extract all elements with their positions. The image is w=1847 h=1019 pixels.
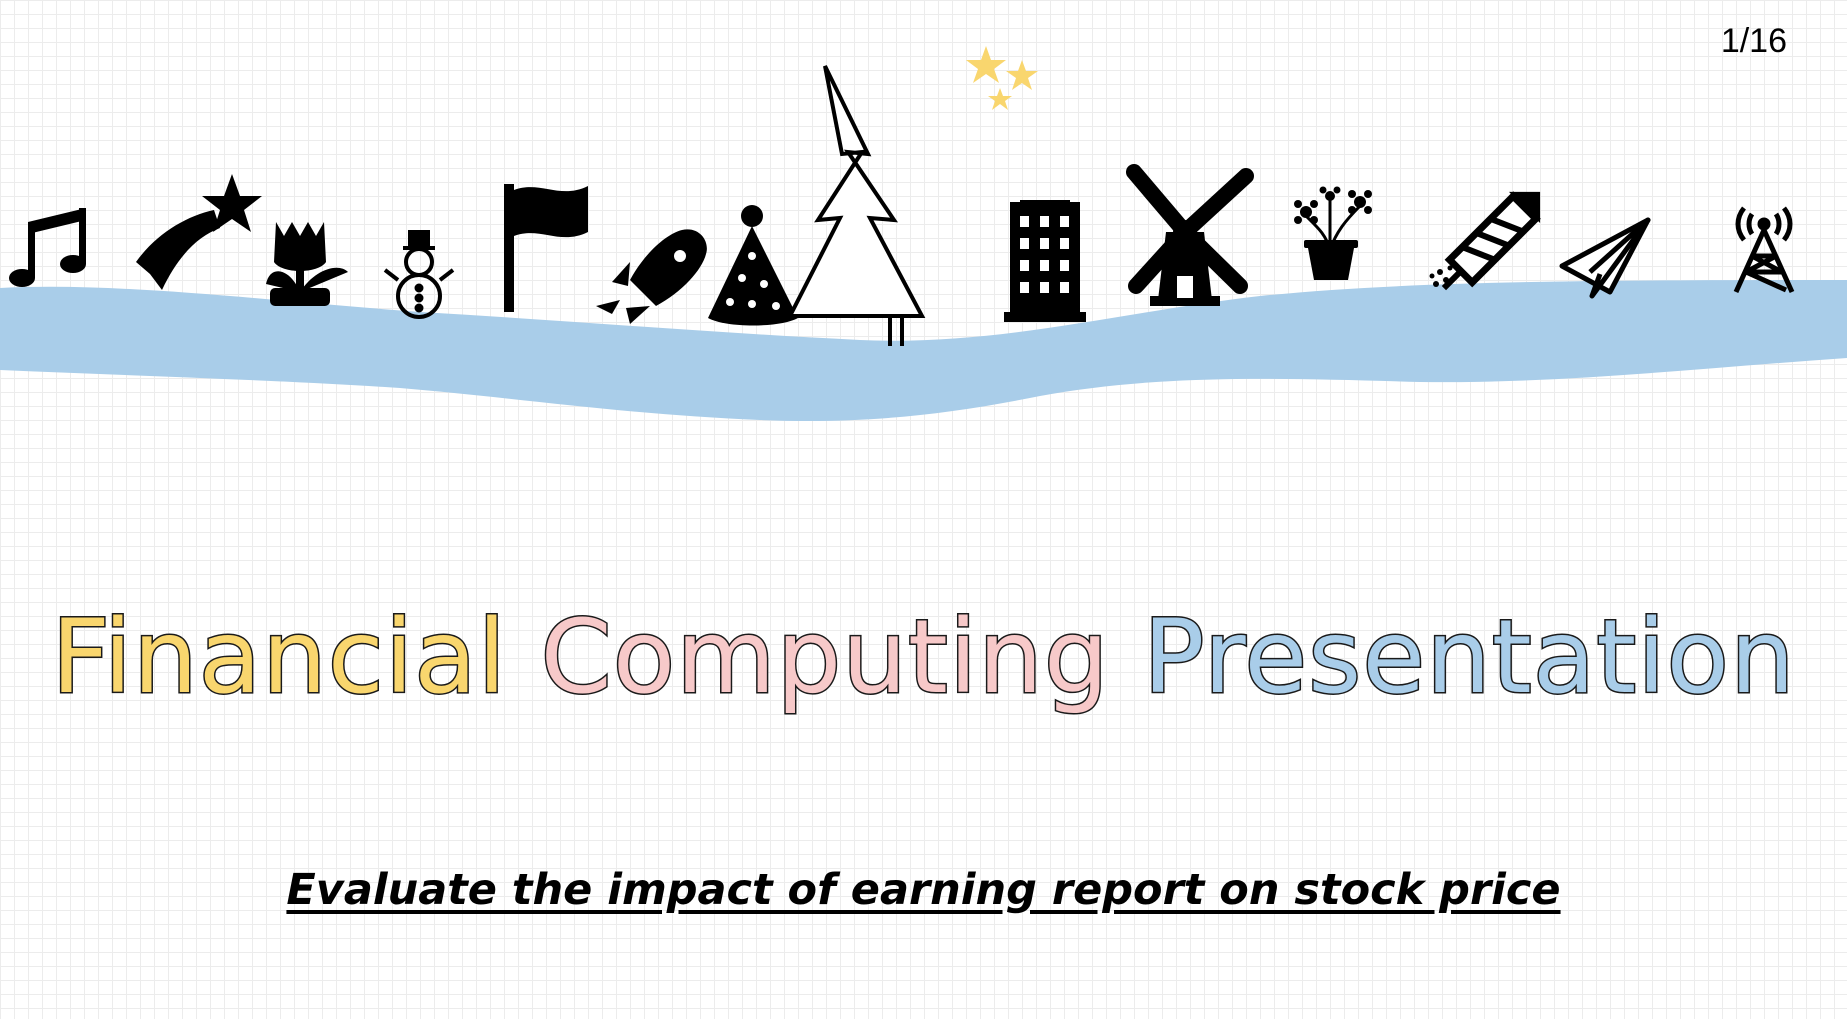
rocket-icon [596,229,707,324]
slide-subtitle: Evaluate the impact of earning report on… [286,865,1561,915]
slide-title: Financial Computing Presentation [0,597,1847,719]
shooting-star-icon [136,174,262,290]
building-icon [1004,200,1086,322]
snowman-icon [383,230,455,319]
decorative-banner [0,46,1847,421]
title-word-financial: Financial [50,597,508,719]
river-band [0,280,1847,421]
page-number: 1/16 [1720,22,1787,60]
title-word-computing: Computing [539,597,1110,719]
radio-tower-icon [1733,206,1795,294]
firework-rocket-icon [1429,191,1541,291]
stars-icon [966,46,1038,110]
flag-icon [504,184,588,312]
windmill-icon [1126,164,1254,306]
tulip-icon [266,222,348,306]
flower-pot-icon [1294,186,1372,280]
title-word-presentation: Presentation [1142,597,1797,719]
party-hat-icon [708,205,798,326]
paper-plane-icon [1559,217,1651,299]
pine-tree-icon [786,65,926,346]
music-note-icon [9,208,86,287]
